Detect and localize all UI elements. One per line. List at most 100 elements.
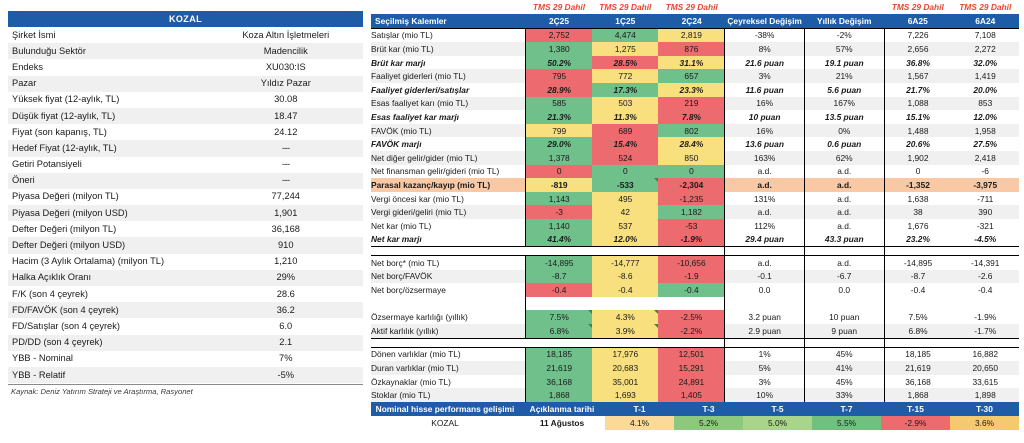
- row-value: 2.1: [208, 334, 363, 351]
- row-label: Vergi öncesi kar (mio TL): [371, 193, 464, 204]
- row-label: Piyasa Değeri (milyon TL): [12, 191, 119, 202]
- row-label: Net borç/özsermaye: [371, 285, 446, 296]
- performance-data-row: KOZAL 11 Ağustos 4.1% 5.2% 5.0% 5.5% -2.…: [371, 416, 1019, 430]
- company-summary-panel: KOZAL Şirket İsmi Koza Altın İşletmeleri …: [8, 11, 363, 396]
- cell-q1: -0.4: [525, 283, 593, 297]
- cell-qchange: 3%: [724, 374, 805, 389]
- cell-h2: -711: [951, 191, 1019, 206]
- perf-date: 11 Ağustos: [519, 416, 605, 430]
- cell-h2: 2,418: [951, 150, 1019, 165]
- cell-q1: -819: [525, 178, 593, 192]
- row-label: Fiyat (son kapanış, TL): [12, 126, 107, 137]
- cell-q3: -2.2%: [658, 324, 726, 339]
- cell-q1: 1,378: [525, 150, 593, 165]
- cell-q3: -0.4: [658, 283, 726, 297]
- cell-h1: 1,868: [884, 388, 952, 404]
- table-row: Düşük fiyat (12-aylık, TL) 18.47: [8, 107, 363, 125]
- row-label: Net diğer gelir/gider (mio TL): [371, 150, 526, 165]
- cell-qchange: 112%: [724, 218, 805, 233]
- row-value: -5%: [208, 366, 363, 384]
- cell-h2: 16,882: [951, 346, 1019, 362]
- spacer-cell: [804, 338, 885, 348]
- performance-header-row: Nominal hisse performans gelişimi Açıkla…: [371, 402, 1019, 416]
- cell-q3: -1,235: [658, 191, 726, 206]
- cell-h2: 20.0%: [951, 82, 1019, 97]
- cell-qchange: [724, 296, 805, 311]
- tms-label-h2: TMS 29 Dahil: [959, 1, 1012, 12]
- financials-table-container: TMS 29 Dahil TMS 29 Dahil TMS 29 Dahil T…: [371, 0, 1019, 416]
- row-label: Aktif karlılık (yıllık): [371, 324, 526, 339]
- cell-qchange: 1%: [724, 346, 805, 362]
- cell-q3: 802: [658, 123, 726, 138]
- table-row: Şirket İsmi Koza Altın İşletmeleri: [8, 27, 363, 43]
- table-row: Defter Değeri (milyon USD) 910: [8, 237, 363, 254]
- spacer-cell: [725, 0, 805, 14]
- cell-q1: 799: [525, 123, 593, 138]
- table-row: YBB - Relatif -5%: [8, 366, 363, 384]
- table-row: Esas faaliyet kar marjı 21.3% 11.3% 7.8%…: [371, 110, 1019, 124]
- cell-h2: -0.4: [951, 283, 1019, 297]
- cell-ychange: a.d.: [804, 191, 885, 206]
- cell-ychange: -6.7: [804, 269, 885, 284]
- cell-h1: 21.7%: [884, 82, 952, 97]
- table-row: Defter Değeri (milyon TL) 36,168: [8, 221, 363, 237]
- table-row: Net borç/özsermaye -0.4 -0.4 -0.4 0.0 0.…: [371, 283, 1019, 297]
- row-label: YBB - Relatif: [8, 366, 209, 384]
- row-value: 24.12: [274, 126, 298, 137]
- row-label: Esas faaliyet karı (mio TL): [371, 96, 526, 111]
- row-label: Net kar (mio TL): [371, 220, 432, 231]
- cell-h2: 1,958: [951, 123, 1019, 138]
- cell-ychange: 45%: [804, 346, 885, 362]
- table-row: Vergi öncesi kar (mio TL) 1,143 495 -1,2…: [371, 191, 1019, 206]
- row-label: Özkaynaklar (mio TL): [371, 376, 451, 387]
- cell-ychange: a.d.: [804, 178, 885, 192]
- cell-ychange: a.d.: [804, 205, 885, 219]
- cell-q3: 219: [658, 96, 726, 111]
- table-row: Net kar marjı 41.4% 12.0% -1.9% 29.4 pua…: [371, 232, 1019, 248]
- row-value: 18.47: [208, 107, 363, 125]
- cell-q2: 28.5%: [592, 55, 659, 70]
- cell-q3: 876: [658, 42, 726, 56]
- spacer-cell: [371, 0, 526, 14]
- cell-qchange: -38%: [724, 27, 805, 43]
- spacer-cell: [724, 246, 805, 256]
- cell-qchange: -0.1: [724, 269, 805, 284]
- cell-h2: 32.0%: [951, 55, 1019, 70]
- cell-q3: -1.9%: [658, 232, 726, 248]
- cell-h2: 2,272: [951, 42, 1019, 56]
- cell-ychange: 57%: [804, 42, 885, 56]
- row-label: Net kar marjı: [371, 232, 526, 248]
- table-row: Pazar Yıldız Pazar: [8, 75, 363, 92]
- cell-qchange: 16%: [724, 96, 805, 111]
- cell-ychange: 13.5 puan: [804, 110, 885, 124]
- cell-q1: 585: [525, 96, 593, 111]
- cell-q1: 1,868: [525, 388, 593, 404]
- table-row: Esas faaliyet karı (mio TL) 585 503 219 …: [371, 96, 1019, 111]
- cell-h1: 1,567: [884, 69, 952, 83]
- row-label: Düşük fiyat (12-aylık, TL): [8, 107, 209, 125]
- cell-ychange: 33%: [804, 388, 885, 404]
- cell-h1: 6.8%: [884, 324, 952, 339]
- cell-h1: 0: [884, 164, 952, 179]
- cell-ychange: 21%: [804, 69, 885, 83]
- cell-q3: 28.4%: [658, 137, 726, 151]
- spacer-cell: [525, 338, 593, 348]
- financials-table: TMS 29 Dahil TMS 29 Dahil TMS 29 Dahil T…: [371, 0, 1019, 404]
- table-row: FD/FAVÖK (son 4 çeyrek) 36.2: [8, 302, 363, 319]
- cell-qchange: 11.6 puan: [724, 82, 805, 97]
- cell-h1: 7.5%: [884, 310, 952, 325]
- perf-t7: 5.5%: [812, 416, 881, 430]
- row-label: Piyasa Değeri (milyon USD): [8, 205, 209, 222]
- cell-h2: 33,615: [951, 374, 1019, 389]
- cell-qchange: 29.4 puan: [724, 232, 805, 248]
- cell-qchange: 163%: [724, 150, 805, 165]
- spacer-cell: [804, 0, 884, 14]
- cell-qchange: 10 puan: [724, 110, 805, 124]
- cell-h1: [884, 296, 952, 311]
- cell-q3: 850: [658, 150, 726, 165]
- cell-q2: 42: [592, 205, 659, 219]
- tms-label-h1: TMS 29 Dahil: [891, 1, 944, 12]
- cell-h1: 36.8%: [884, 55, 952, 70]
- performance-table: Nominal hisse performans gelişimi Açıkla…: [371, 402, 1019, 430]
- cell-q3: -2,304: [658, 178, 726, 192]
